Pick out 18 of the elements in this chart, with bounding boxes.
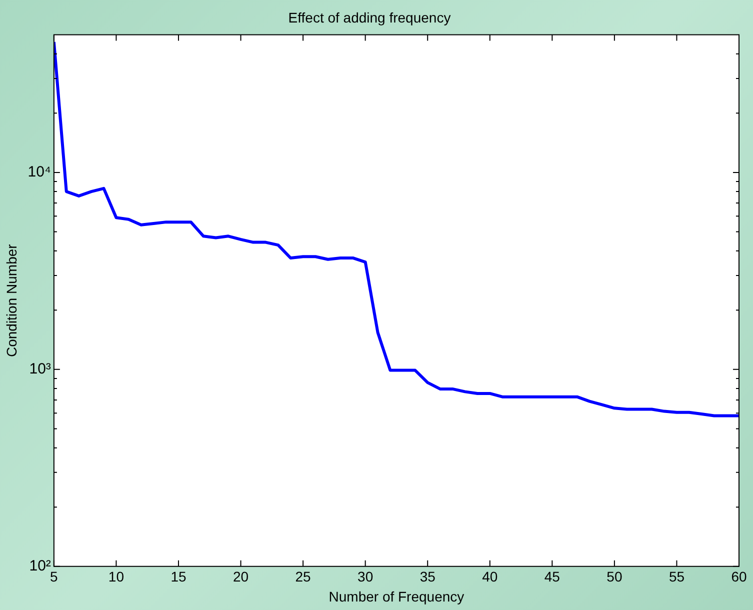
y-axis-title: Condition Number	[3, 244, 20, 358]
x-tick-label: 40	[482, 568, 498, 585]
x-tick-label: 25	[295, 568, 312, 585]
x-tick-label: 10	[108, 568, 124, 585]
x-tick-label: 5	[50, 568, 58, 585]
x-tick-label: 20	[232, 568, 249, 585]
x-tick-label: 45	[544, 568, 560, 585]
x-tick-label: 15	[170, 568, 186, 585]
x-tick-label: 55	[668, 568, 685, 585]
x-tick-label: 30	[358, 568, 374, 585]
x-tick-label: 50	[606, 568, 622, 585]
x-tick-label: 60	[731, 568, 747, 585]
y-tick-label: 10⁴	[28, 164, 51, 181]
x-tick-label: 35	[420, 568, 436, 585]
chart-title: Effect of adding frequency	[288, 9, 451, 26]
x-axis-title: Number of Frequency	[328, 588, 464, 604]
y-tick-label: 10²	[29, 558, 51, 575]
y-tick-label: 10³	[29, 360, 51, 378]
